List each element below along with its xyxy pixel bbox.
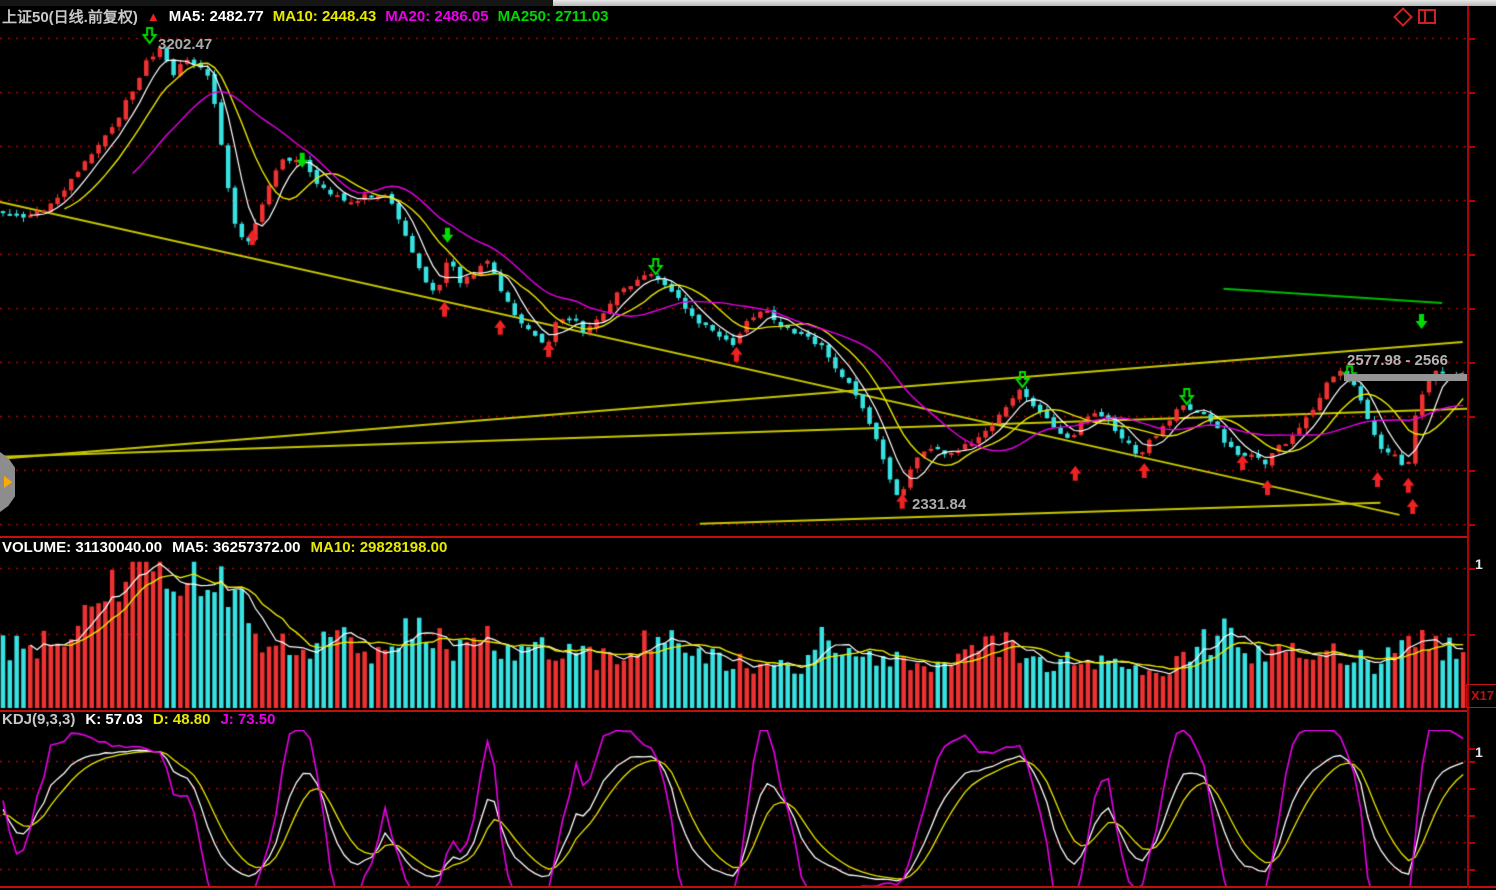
axis-tick [1469,92,1475,94]
volume-ma10-value: MA10: 29828198.00 [310,539,448,556]
volume-scale-label: X17 [1466,684,1496,708]
kdj-j-value: J: 73.50 [220,711,276,728]
current-price-bar [1344,374,1467,381]
axis-tick [1469,869,1475,871]
signal-up-arrow-icon: ▲ [146,8,160,24]
axis-tick [1469,362,1475,364]
axis-tick [1469,470,1475,472]
axis-tick [1469,254,1475,256]
left-panel-expander[interactable] [0,452,15,512]
ma20-value: MA20: 2486.05 [385,7,489,25]
kdj-d-value: D: 48.80 [152,711,211,728]
volume-ma5-value: MA5: 36257372.00 [172,539,301,556]
volume-axis-label: 1 [1475,556,1483,572]
kdj-header: KDJ(9,3,3) K: 57.03 D: 48.80 J: 73.50 [2,711,276,728]
volume-chart-canvas[interactable] [0,558,1467,710]
main-chart-canvas[interactable] [0,24,1467,536]
kdj-panel-separator [0,710,1468,712]
panel-controls [1393,6,1436,27]
top-toolbar-strip-left [0,0,553,6]
current-range-label: 2577.98 - 2566 [1347,352,1448,369]
axis-tick [1469,146,1475,148]
axis-tick [1469,842,1475,844]
bottom-border [0,886,1496,888]
top-toolbar-strip [553,0,1496,6]
axis-tick [1469,38,1475,40]
axis-tick [1469,761,1475,763]
axis-tick [1469,788,1475,790]
kdj-chart-canvas[interactable] [0,730,1467,886]
axis-tick [1469,308,1475,310]
volume-value: VOLUME: 31130040.00 [2,539,163,556]
kdj-label: KDJ(9,3,3) [2,711,76,728]
axis-tick [1469,748,1475,750]
right-price-axis [1467,6,1469,888]
axis-tick [1469,568,1475,570]
symbol-title: 上证50(日线.前复权) [2,8,138,26]
ma250-value: MA250: 2711.03 [497,7,609,25]
expander-arrow-icon [4,476,12,488]
window-layout-icon[interactable] [1418,9,1436,24]
ma5-value: MA5: 2482.77 [168,7,264,25]
ma10-value: MA10: 2448.43 [272,7,377,25]
kdj-axis-label: 1 [1475,744,1483,760]
kdj-k-value: K: 57.03 [85,711,143,728]
volume-header: VOLUME: 31130040.00 MA5: 36257372.00 MA1… [2,539,447,556]
axis-tick [1469,634,1475,636]
volume-panel-separator [0,536,1468,538]
peak-price-label: 3202.47 [158,36,213,53]
axis-tick [1469,815,1475,817]
low-price-label: 2331.84 [912,496,967,513]
axis-tick [1469,524,1475,526]
axis-tick [1469,200,1475,202]
main-chart-header: 上证50(日线.前复权) ▲ MA5: 2482.77 MA10: 2448.4… [2,7,609,26]
axis-tick [1469,416,1475,418]
